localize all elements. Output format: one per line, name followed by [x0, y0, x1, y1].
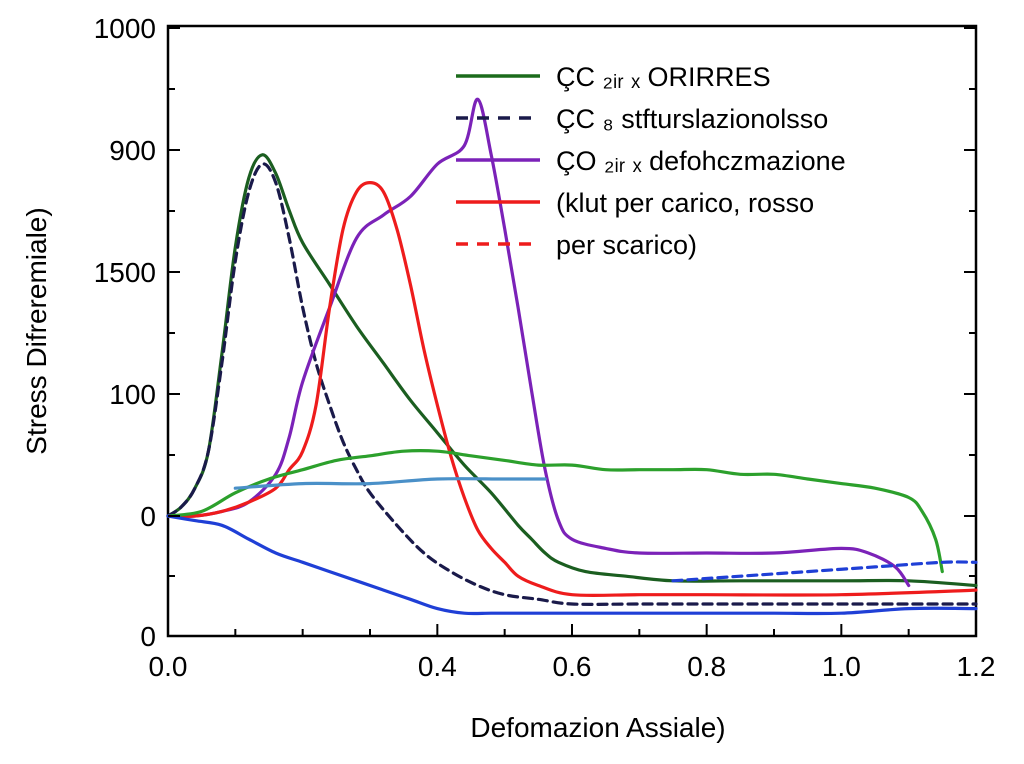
x-tick-label: 1.2 — [957, 651, 996, 682]
series-layer — [166, 97, 978, 616]
x-tick-label: 0.8 — [687, 651, 726, 682]
series-line-7 — [166, 514, 978, 616]
y-tick-label: 1000 — [94, 13, 156, 44]
x-axis: 0.0 0.4 0.6 0.8 1.0 1.2 — [149, 624, 996, 682]
series-line-2 — [166, 162, 978, 606]
x-axis-title: Defomazion Assiale) — [470, 712, 725, 743]
series-line-1 — [166, 153, 978, 588]
y-tick-label: 0 — [140, 501, 156, 532]
series-line-4 — [166, 181, 978, 598]
series-line-6 — [233, 477, 547, 490]
y-axis: 0 0 100 1500 900 1000 — [94, 13, 976, 652]
series-line-5 — [166, 449, 944, 574]
y-tick-label: 0 — [140, 621, 156, 652]
legend-label-3: ÇO ₂ᵢᵣ ₓ defohczmazione — [556, 146, 846, 176]
x-tick-label: 1.0 — [822, 651, 861, 682]
y-tick-label: 1500 — [94, 257, 156, 288]
legend-label-5: per scarico) — [556, 230, 697, 260]
y-axis-title: Stress Difreremiale) — [21, 207, 52, 454]
x-tick-label: 0.0 — [149, 651, 188, 682]
legend-label-2: ÇC ₈ stfturslazionolsso — [556, 104, 828, 134]
legend-label-4: (klut per carico, rosso — [556, 188, 814, 218]
y-tick-label: 100 — [109, 379, 156, 410]
legend: ÇC ₂ᵢᵣ ₓ ORIRRES ÇC ₈ stfturslazionolsso Ç… — [456, 62, 846, 260]
series-line-8 — [671, 560, 978, 583]
legend-label-1: ÇC ₂ᵢᵣ ₓ ORIRRES — [556, 62, 771, 92]
series-line-3 — [166, 97, 911, 588]
x-tick-label: 0.4 — [418, 651, 457, 682]
y-tick-label: 900 — [109, 135, 156, 166]
x-tick-label: 0.6 — [553, 651, 592, 682]
